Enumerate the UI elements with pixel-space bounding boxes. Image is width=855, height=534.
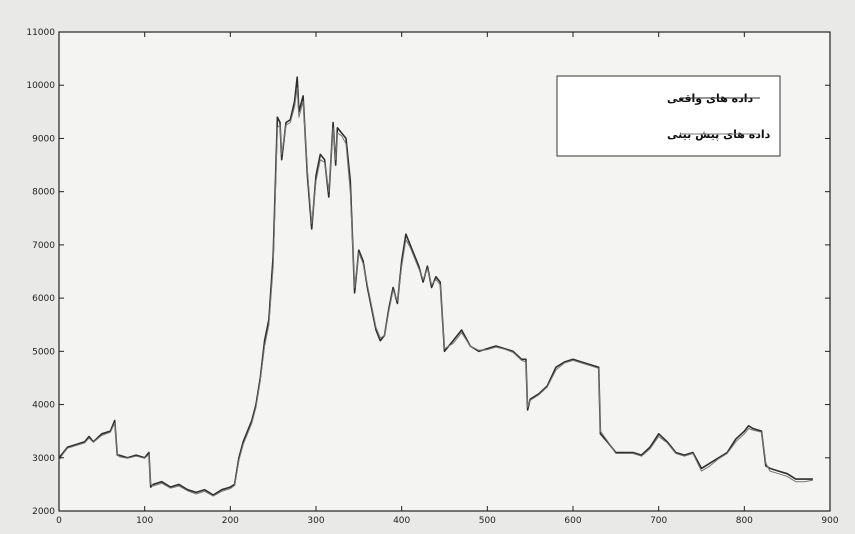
y-tick-label: 11000: [26, 28, 55, 38]
y-tick-label: 7000: [32, 241, 55, 251]
x-tick-label: 500: [479, 516, 496, 526]
x-tick-label: 600: [564, 516, 581, 526]
y-tick-label: 6000: [32, 294, 55, 304]
x-tick-label: 0: [56, 516, 62, 526]
y-tick-label: 10000: [26, 81, 55, 91]
x-tick-label: 100: [136, 516, 153, 526]
x-tick-label: 200: [222, 516, 239, 526]
x-tick-label: 300: [307, 516, 324, 526]
series-line-1: [58, 76, 813, 496]
y-tick-label: 4000: [32, 401, 55, 411]
legend: داده های واقعی داده های پیش بینی: [556, 75, 781, 157]
x-tick-label: 700: [650, 516, 667, 526]
y-tick-label: 3000: [32, 454, 55, 464]
series-line-2: [58, 87, 813, 497]
x-tick-label: 400: [393, 516, 410, 526]
y-tick-label: 8000: [32, 188, 55, 198]
x-tick-label: 800: [736, 516, 753, 526]
y-tick-label: 2000: [32, 507, 55, 517]
legend-box: [556, 75, 781, 157]
x-axis: 0 100 200 300 400 500 600 700 800 900: [56, 32, 839, 526]
y-tick-label: 5000: [32, 347, 55, 357]
y-tick-label: 9000: [32, 134, 55, 144]
series-layer: [58, 76, 813, 497]
x-tick-label: 900: [821, 516, 838, 526]
y-axis: 2000 3000 4000 5000 6000 7000 8000 9000 10000 110…: [26, 28, 830, 517]
